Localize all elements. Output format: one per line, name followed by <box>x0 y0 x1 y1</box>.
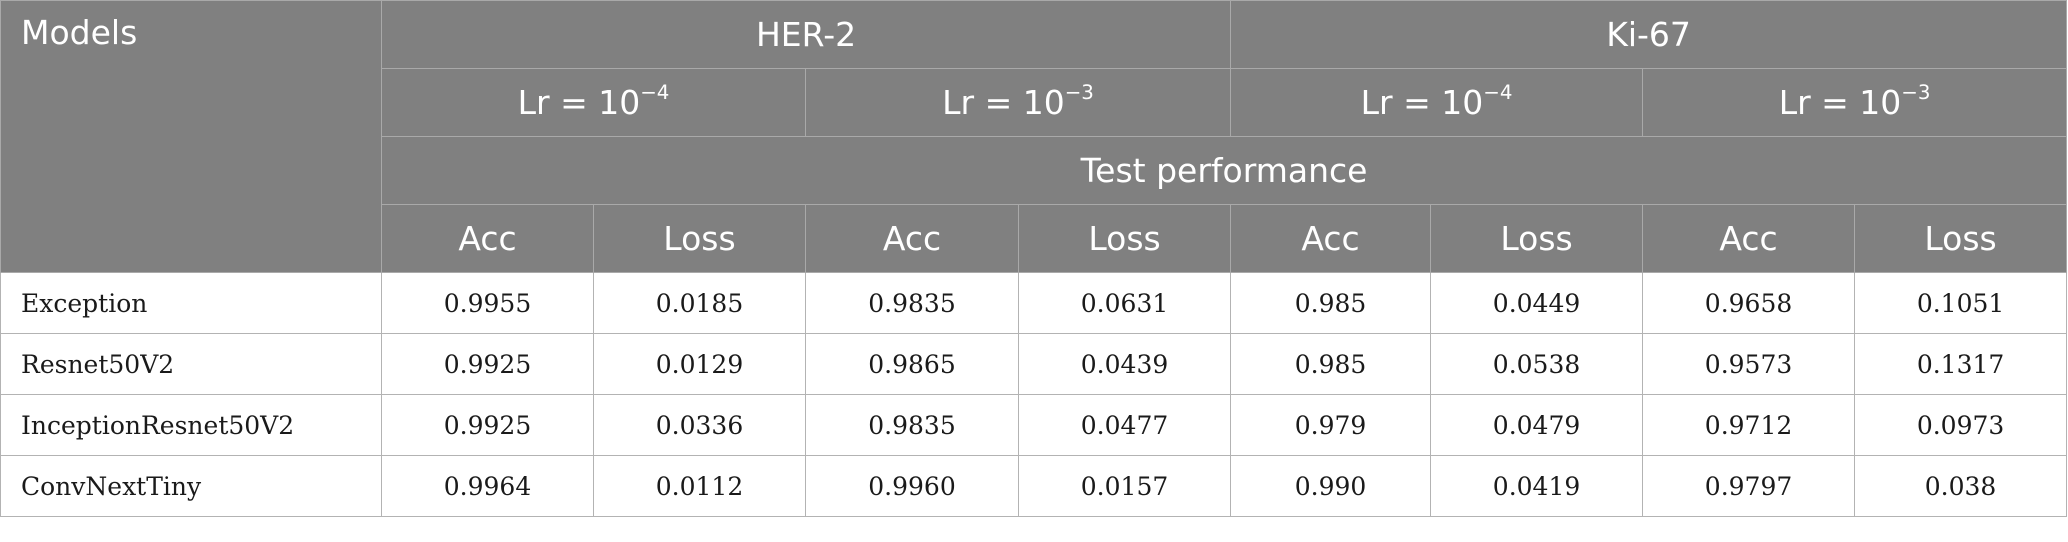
header-row-learning-rates: Lr = 10−4 Lr = 10−3 Lr = 10−4 Lr = 10−3 <box>1 68 2068 137</box>
lr-exponent: −3 <box>1064 81 1094 105</box>
value-cell: 0.990 <box>1230 455 1432 517</box>
table-row: InceptionResnet50V2 0.9925 0.0336 0.9835… <box>0 394 2068 456</box>
value-cell: 0.9835 <box>805 394 1019 456</box>
lr-label: Lr = 10 <box>942 83 1065 122</box>
value-cell: 0.0129 <box>593 333 806 395</box>
value-cell: 0.9925 <box>381 333 594 395</box>
value-cell: 0.9964 <box>381 455 594 517</box>
value-cell: 0.1051 <box>1854 272 2068 334</box>
value-cell: 0.0449 <box>1430 272 1644 334</box>
metric-header-loss: Loss <box>1430 204 1644 273</box>
metric-header-acc: Acc <box>1642 204 1856 273</box>
value-cell: 0.9960 <box>805 455 1019 517</box>
results-table: Models HER-2 Ki-67 Lr = 10−4 Lr = 10−3 L… <box>0 0 2068 517</box>
header-row-test-performance: Test performance <box>1 136 2068 205</box>
table-row: Resnet50V2 0.9925 0.0129 0.9865 0.0439 0… <box>0 333 2068 395</box>
value-cell: 0.9835 <box>805 272 1019 334</box>
value-cell: 0.0157 <box>1017 455 1232 517</box>
value-cell: 0.985 <box>1230 272 1432 334</box>
model-name-cell: Resnet50V2 <box>0 333 382 395</box>
value-cell: 0.1317 <box>1854 333 2068 395</box>
value-cell: 0.0439 <box>1017 333 1232 395</box>
value-cell: 0.9573 <box>1642 333 1856 395</box>
model-name-cell: InceptionResnet50V2 <box>0 394 382 456</box>
value-cell: 0.0185 <box>593 272 806 334</box>
lr-label: Lr = 10 <box>1360 83 1484 122</box>
lr-label: Lr = 10 <box>1778 83 1902 122</box>
value-cell: 0.038 <box>1854 455 2068 517</box>
header-row-metrics: Acc Loss Acc Loss Acc Loss Acc Loss <box>1 204 2068 273</box>
metric-header-loss: Loss <box>1854 204 2068 273</box>
model-name-cell: ConvNextTiny <box>0 455 382 517</box>
models-header: Models <box>0 0 382 273</box>
value-cell: 0.0538 <box>1430 333 1644 395</box>
header-row-groups: Models HER-2 Ki-67 <box>0 0 2068 273</box>
lr-exponent: −4 <box>640 81 670 105</box>
value-cell: 0.9955 <box>381 272 594 334</box>
value-cell: 0.979 <box>1230 394 1432 456</box>
table-header: Models HER-2 Ki-67 Lr = 10−4 Lr = 10−3 L… <box>0 0 2068 273</box>
lr-header-her2-1e-3: Lr = 10−3 <box>804 68 1232 137</box>
value-cell: 0.0973 <box>1854 394 2068 456</box>
lr-label: Lr = 10 <box>517 83 641 122</box>
lr-header-ki67-1e-4: Lr = 10−4 <box>1230 68 1644 137</box>
value-cell: 0.0336 <box>593 394 806 456</box>
lr-header-her2-1e-4: Lr = 10−4 <box>381 68 806 137</box>
value-cell: 0.0112 <box>593 455 806 517</box>
model-name-cell: Exception <box>0 272 382 334</box>
test-performance-header: Test performance <box>380 136 2068 205</box>
value-cell: 0.9865 <box>805 333 1019 395</box>
metric-header-loss: Loss <box>1017 204 1232 273</box>
metric-header-acc: Acc <box>381 204 594 273</box>
metric-header-acc: Acc <box>805 204 1019 273</box>
value-cell: 0.0477 <box>1017 394 1232 456</box>
lr-exponent: −3 <box>1901 81 1931 105</box>
table-body: Exception 0.9955 0.0185 0.9835 0.0631 0.… <box>0 272 2068 517</box>
value-cell: 0.9658 <box>1642 272 1856 334</box>
value-cell: 0.0479 <box>1430 394 1644 456</box>
value-cell: 0.0631 <box>1017 272 1232 334</box>
metric-header-acc: Acc <box>1230 204 1432 273</box>
value-cell: 0.9925 <box>381 394 594 456</box>
group-header-ki67: Ki-67 <box>1230 0 2068 69</box>
value-cell: 0.0419 <box>1430 455 1644 517</box>
group-header-her2: HER-2 <box>380 0 1232 69</box>
table-row: ConvNextTiny 0.9964 0.0112 0.9960 0.0157… <box>0 455 2068 517</box>
lr-header-ki67-1e-3: Lr = 10−3 <box>1642 68 2068 137</box>
table-row: Exception 0.9955 0.0185 0.9835 0.0631 0.… <box>0 272 2068 334</box>
value-cell: 0.9797 <box>1642 455 1856 517</box>
metric-header-loss: Loss <box>593 204 806 273</box>
value-cell: 0.985 <box>1230 333 1432 395</box>
value-cell: 0.9712 <box>1642 394 1856 456</box>
lr-exponent: −4 <box>1483 81 1513 105</box>
